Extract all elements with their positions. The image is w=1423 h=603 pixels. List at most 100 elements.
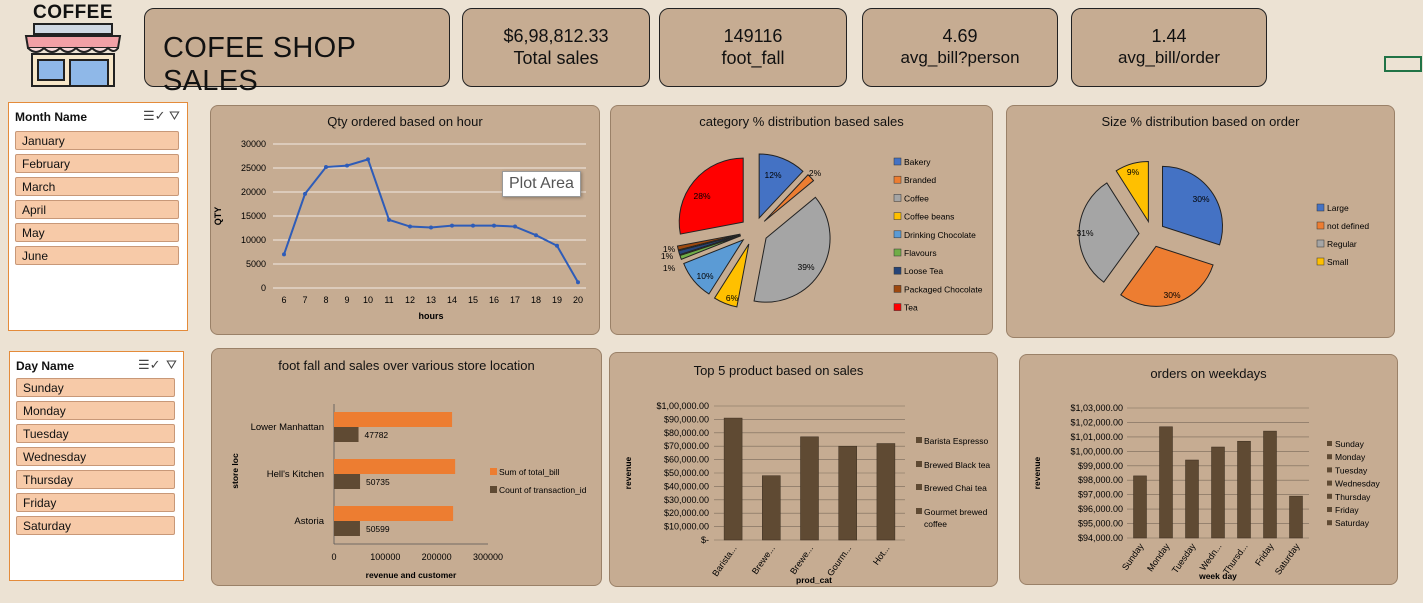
slicer-item-june[interactable]: June bbox=[15, 246, 179, 265]
dashboard-title: COFEE SHOP SALES bbox=[163, 32, 356, 97]
bar bbox=[1133, 475, 1147, 539]
clear-filter-icon[interactable]: ⛛ bbox=[166, 357, 177, 372]
x-tick-label: 300000 bbox=[473, 552, 503, 562]
x-tick-label: Friday bbox=[1253, 541, 1276, 568]
y-tick-label: $1,02,000.00 bbox=[1070, 417, 1123, 427]
chart-title: Top 5 product based on sales bbox=[693, 363, 864, 378]
legend-label: Count of transaction_id bbox=[499, 485, 587, 495]
slicer-item-thursday[interactable]: Thursday bbox=[16, 470, 175, 489]
pie-slice bbox=[1120, 245, 1214, 307]
bar bbox=[762, 475, 781, 541]
legend-label: Large bbox=[1327, 203, 1349, 213]
pie-slice bbox=[679, 235, 742, 260]
data-point bbox=[492, 223, 496, 228]
bar-data-label: 47782 bbox=[365, 430, 389, 440]
x-tick-label: 6 bbox=[281, 295, 286, 305]
bar-sum-total-bill bbox=[334, 459, 456, 474]
x-axis-label: prod_cat bbox=[796, 575, 832, 585]
y-tick-label: 5000 bbox=[246, 259, 266, 269]
legend-label: Friday bbox=[1335, 505, 1359, 515]
x-tick-label: 100000 bbox=[370, 552, 400, 562]
y-tick-label: $50,000.00 bbox=[664, 468, 709, 478]
data-point bbox=[324, 165, 328, 170]
slicer-item-tuesday[interactable]: Tuesday bbox=[16, 424, 175, 443]
legend-label: Small bbox=[1327, 257, 1348, 267]
bar bbox=[876, 443, 896, 541]
legend-swatch bbox=[893, 212, 902, 220]
multi-select-icon[interactable]: ☰✓ bbox=[143, 108, 166, 123]
legend-label: Tuesday bbox=[1335, 465, 1368, 475]
y-axis-label: revenue bbox=[1032, 456, 1042, 489]
y-tick-label: $96,000.00 bbox=[1078, 504, 1123, 514]
pie-data-label: 1% bbox=[663, 263, 676, 273]
bar-sum-total-bill bbox=[334, 412, 453, 427]
legend-label: Drinking Chocolate bbox=[904, 230, 976, 240]
y-tick-label: $- bbox=[701, 535, 709, 545]
x-axis-label: week day bbox=[1198, 571, 1237, 581]
y-axis-label: store loc bbox=[230, 453, 240, 489]
bar bbox=[1263, 430, 1277, 539]
x-tick-label: Saturday bbox=[1273, 541, 1302, 577]
legend-swatch bbox=[893, 266, 902, 275]
slicer-item-wednesday[interactable]: Wednesday bbox=[16, 447, 175, 466]
slicer-item-friday[interactable]: Friday bbox=[16, 493, 175, 512]
slicer-item-monday[interactable]: Monday bbox=[16, 401, 175, 420]
x-tick-label: Sunday bbox=[1120, 541, 1146, 572]
chart-weekday-orders[interactable]: orders on weekdays $94,000.00 $95,000.00 $… bbox=[1019, 354, 1398, 585]
chart-top5-products[interactable]: Top 5 product based on sales $- $10,000.0… bbox=[609, 352, 998, 587]
y-tick-label: $60,000.00 bbox=[664, 455, 709, 465]
y-category-label: Hell's Kitchen bbox=[267, 469, 324, 480]
slicer-item-march[interactable]: March bbox=[15, 177, 179, 196]
y-tick-label: $1,00,000.00 bbox=[656, 401, 709, 411]
multi-select-icon[interactable]: ☰✓ bbox=[138, 357, 161, 372]
legend-swatch bbox=[893, 285, 902, 293]
selected-cell[interactable] bbox=[1384, 56, 1422, 72]
legend-swatch bbox=[916, 484, 922, 490]
legend-swatch bbox=[1316, 203, 1325, 212]
slicer-item-april[interactable]: April bbox=[15, 200, 179, 219]
clear-filter-icon[interactable]: ⛛ bbox=[169, 108, 180, 123]
weekday-bar-svg: $94,000.00 $95,000.00 $96,000.00 $97,000.00… bbox=[1032, 403, 1380, 581]
legend-swatch bbox=[1327, 493, 1332, 499]
slicer-item-sunday[interactable]: Sunday bbox=[16, 378, 175, 397]
data-point bbox=[303, 191, 307, 196]
chart-size-pie[interactable]: Size % distribution based on order 30% 30… bbox=[1006, 105, 1395, 338]
plot-area-tooltip: Plot Area bbox=[502, 171, 581, 197]
legend-swatch bbox=[1316, 239, 1325, 248]
chart-qty-hour[interactable]: Qty ordered based on hour 0 5000 10000 1500… bbox=[210, 105, 600, 335]
slicer-title: Day Name bbox=[16, 359, 75, 373]
category-pie-svg: 12% 2%39%6%10%1%1%1%28%BakeryBrandedCoffe… bbox=[661, 153, 983, 313]
chart-store-location[interactable]: foot fall and sales over various store l… bbox=[211, 348, 602, 586]
dashboard-title-box: COFEE SHOP SALES bbox=[144, 8, 450, 97]
x-tick-label: Barista... bbox=[710, 543, 739, 578]
slicer-item-saturday[interactable]: Saturday bbox=[16, 516, 175, 535]
x-tick-label: 200000 bbox=[422, 552, 452, 562]
pie-slice bbox=[713, 243, 750, 308]
legend-label: not defined bbox=[1327, 221, 1369, 231]
pie-data-label: 31% bbox=[1076, 228, 1093, 238]
bar bbox=[1289, 495, 1303, 539]
slicer-item-february[interactable]: February bbox=[15, 154, 179, 173]
slicer-item-january[interactable]: January bbox=[15, 131, 179, 150]
legend-swatch bbox=[893, 157, 902, 166]
x-tick-label: 10 bbox=[363, 295, 373, 305]
data-point bbox=[408, 224, 412, 229]
legend-swatch bbox=[893, 194, 902, 202]
x-tick-label: 18 bbox=[531, 295, 541, 305]
chart-category-pie[interactable]: category % distribution based sales 12% 2… bbox=[610, 105, 993, 335]
legend-label: Monday bbox=[1335, 452, 1366, 462]
legend-swatch bbox=[1327, 507, 1332, 512]
slicer-item-may[interactable]: May bbox=[15, 223, 179, 242]
bar-data-label: 50735 bbox=[366, 477, 390, 487]
legend-swatch bbox=[916, 461, 922, 467]
x-tick-label: Brewe... bbox=[750, 543, 777, 576]
x-tick-label: Hot... bbox=[871, 543, 892, 566]
kpi-value: 4.69 bbox=[942, 26, 978, 46]
legend-swatch bbox=[1316, 257, 1325, 266]
legend-label: Flavours bbox=[904, 248, 937, 258]
y-tick-label: $95,000.00 bbox=[1078, 519, 1123, 529]
day-slicer: Day Name ☰✓ ⛛ Sunday Monday Tuesday Wedn… bbox=[9, 351, 184, 581]
legend-label: Sum of total_bill bbox=[499, 467, 560, 477]
y-tick-label: $94,000.00 bbox=[1078, 533, 1123, 543]
pie-slice bbox=[1115, 161, 1149, 224]
